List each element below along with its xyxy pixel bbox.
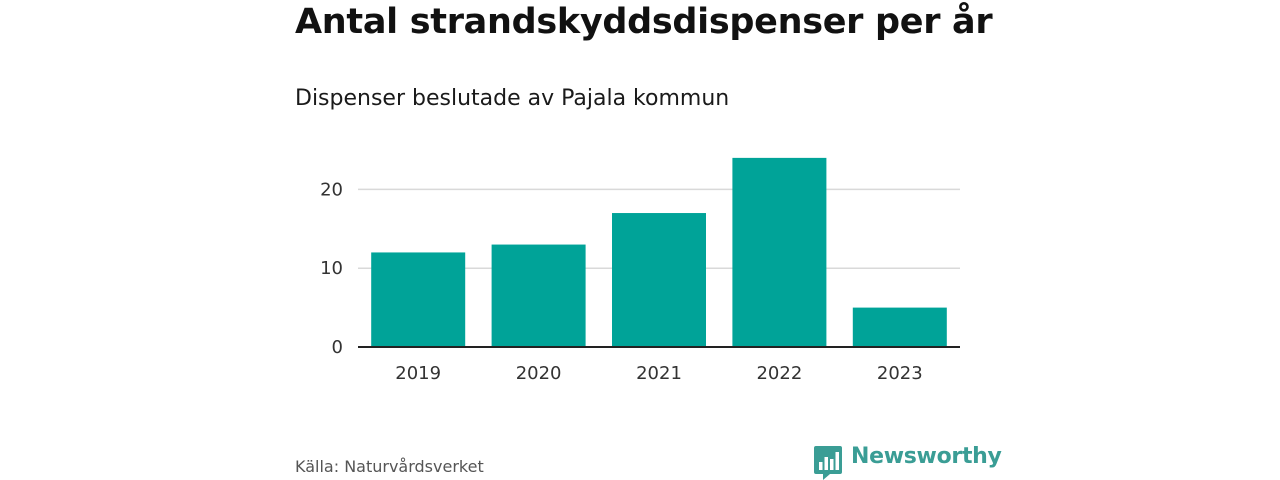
brand-logo: Newsworthy: [814, 444, 1002, 480]
y-tick-label: 10: [320, 258, 343, 279]
chart-title: Antal strandskyddsdispenser per år: [295, 2, 993, 42]
bar-chart-speech-bubble-icon: [814, 446, 842, 480]
brand-name: Newsworthy: [851, 444, 1002, 469]
chart-subtitle: Dispenser beslutade av Pajala kommun: [295, 86, 730, 111]
y-tick-label: 0: [332, 337, 343, 358]
x-tick-label: 2022: [756, 363, 802, 384]
bars: [371, 157, 947, 347]
bar-2021: [612, 213, 706, 347]
bar-2022: [732, 157, 827, 347]
bar-2019: [371, 252, 466, 347]
x-tick-label: 2021: [636, 363, 682, 384]
x-tick-label: 2020: [516, 363, 562, 384]
y-tick-label: 20: [320, 179, 343, 200]
axes: 0 10 20 2019 2020 2021 2022 2023: [320, 179, 960, 384]
source-note: Källa: Naturvårdsverket: [295, 457, 484, 476]
x-tick-label: 2023: [877, 363, 923, 384]
bar-chart: 0 10 20 2019 2020 2021 2022 2023: [320, 157, 960, 384]
bar-2020: [491, 244, 586, 347]
x-tick-label: 2019: [395, 363, 441, 384]
bar-2023: [852, 307, 947, 347]
